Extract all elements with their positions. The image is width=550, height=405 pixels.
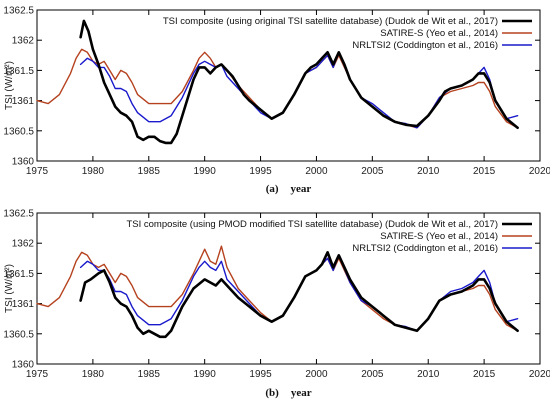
legend-label: NRLTSI2 (Coddington et al., 2016): [352, 243, 498, 254]
y-tick-label: 1362.5: [3, 6, 34, 17]
x-tick-label: 2005: [361, 166, 384, 177]
y-tick-label: 1361.5: [3, 269, 34, 280]
x-axis-label: year: [291, 183, 312, 195]
y-tick-label: 1360.5: [3, 329, 34, 340]
x-tick-label: 1975: [26, 369, 49, 380]
x-tick-label: 2000: [305, 369, 328, 380]
x-tick-label: 2000: [305, 166, 328, 177]
legend-label: NRLTSI2 (Coddington et al., 2016): [352, 40, 498, 51]
y-tick-label: 1361.5: [3, 66, 34, 77]
series-line-composite: [79, 251, 519, 339]
chart-panel-b: 1975 1980 1985 1990 1995 2000 2005 2010 2015 2020…: [3, 209, 550, 400]
x-tick-label: 2015: [473, 369, 496, 380]
x-tick-label: 1985: [138, 369, 161, 380]
legend-label: SATIRE-S (Yeo et al., 2014): [380, 28, 498, 39]
x-tick-label: 1990: [194, 166, 217, 177]
y-axis-label: TSI (W/m²): [4, 264, 15, 313]
x-tick-label: 1995: [249, 369, 272, 380]
x-tick-label: 2020: [529, 166, 550, 177]
y-tick-label: 1360: [12, 157, 35, 168]
x-tick-label: 2020: [529, 369, 550, 380]
x-tick-label: 2010: [417, 369, 440, 380]
x-tick-label: 1990: [194, 369, 217, 380]
x-axis-label: year: [291, 387, 312, 399]
x-tick-label: 1980: [82, 166, 105, 177]
legend-label: SATIRE-S (Yeo et al., 2014): [380, 231, 498, 242]
panel-letter: (b): [265, 387, 279, 399]
series-line-composite: [79, 19, 519, 145]
panel-letter: (a): [266, 183, 279, 195]
y-tick-label: 1362: [12, 239, 35, 250]
y-tick-label: 1362: [12, 36, 35, 47]
plot-frame: [36, 9, 541, 162]
series-line-nrltsi2: [79, 51, 519, 129]
x-tick-label: 1975: [26, 166, 49, 177]
y-tick-label: 1360.5: [3, 126, 34, 137]
x-tick-label: 1980: [82, 369, 105, 380]
x-tick-label: 2010: [417, 166, 440, 177]
x-tick-label: 2005: [361, 369, 384, 380]
legend-label: TSI composite (using PMOD modified TSI s…: [126, 219, 498, 230]
x-tick-label: 1995: [249, 166, 272, 177]
plot-frame: [36, 212, 541, 365]
y-tick-label: 1361: [12, 299, 35, 310]
chart-panel-a: 1975 1980 1985 1990 1995 2000 2005 2010 2015 2020…: [3, 6, 550, 196]
y-tick-label: 1362.5: [3, 209, 34, 220]
panel-caption: (a) year: [266, 183, 312, 195]
y-tick-label: 1361: [12, 96, 35, 107]
legend-label: TSI composite (using original TSI satell…: [163, 16, 498, 27]
panel-caption: (b) year: [265, 387, 311, 399]
y-axis-label: TSI (W/m²): [4, 61, 15, 110]
y-tick-label: 1360: [12, 360, 35, 371]
x-tick-label: 2015: [473, 166, 496, 177]
x-tick-label: 1985: [138, 166, 161, 177]
